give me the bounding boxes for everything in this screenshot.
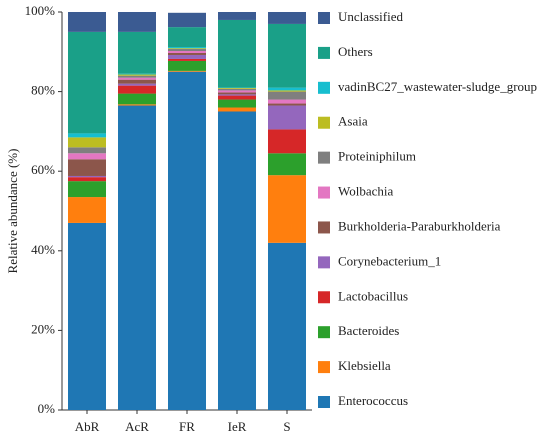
legend-swatch — [318, 116, 330, 129]
legend-swatch — [318, 396, 330, 408]
y-tick-label: 100% — [25, 3, 56, 18]
bar-segment — [168, 70, 206, 72]
bar-segment — [118, 79, 156, 84]
bar-segment — [168, 71, 206, 410]
bar-segment — [168, 47, 206, 49]
legend-label: Klebsiella — [338, 358, 391, 373]
bar-segment — [68, 153, 106, 160]
y-tick-label: 20% — [31, 321, 55, 336]
bar-segment — [218, 12, 256, 20]
legend-swatch — [318, 291, 330, 304]
bar-segment — [68, 181, 106, 198]
bar-segment — [168, 49, 206, 52]
legend-swatch — [318, 326, 330, 339]
bar-segment — [118, 73, 156, 75]
legend-label: Asaia — [338, 114, 368, 129]
legend-label: Unclassified — [338, 9, 403, 24]
bar-segment — [268, 153, 306, 176]
legend-label: Lactobacillus — [338, 288, 408, 303]
bar-segment — [268, 23, 306, 88]
bar-segment — [268, 99, 306, 104]
bar-segment — [218, 92, 256, 95]
bar-segment — [268, 129, 306, 154]
bar-segment — [218, 88, 256, 89]
bar-segment — [218, 111, 256, 410]
y-tick-label: 80% — [31, 83, 55, 98]
y-axis-label: Relative abundance (%) — [5, 149, 20, 274]
legend-label: Proteiniphilum — [338, 149, 416, 164]
legend-label: Others — [338, 44, 373, 59]
bar-segment — [68, 133, 106, 138]
x-tick-label: AcR — [125, 419, 149, 434]
bar-segment — [168, 60, 206, 71]
bar-segment — [168, 52, 206, 55]
bar-segment — [118, 105, 156, 410]
bar-segment — [118, 75, 156, 78]
bar-segment — [168, 51, 206, 53]
bar-segment — [118, 74, 156, 76]
bar-segment — [268, 175, 306, 243]
bar-segment — [118, 12, 156, 32]
y-tick-label: 0% — [38, 401, 56, 416]
bar-segment — [168, 12, 206, 28]
bar-segment — [218, 94, 256, 96]
bar-segment — [118, 31, 156, 74]
bar-segment — [168, 54, 206, 59]
x-tick-label: FR — [179, 419, 195, 434]
bar-segment — [218, 19, 256, 88]
legend-swatch — [318, 81, 330, 94]
bar-segment — [168, 58, 206, 61]
x-tick-label: AbR — [75, 419, 100, 434]
bar-segment — [268, 90, 306, 92]
legend-label: vadinBC27_wastewater-sludge_group — [338, 79, 537, 94]
bar-segment — [218, 88, 256, 91]
legend-swatch — [318, 151, 330, 164]
bar-segment — [68, 147, 106, 154]
bar-segment — [268, 242, 306, 410]
bar-segment — [118, 104, 156, 106]
y-tick-label: 60% — [31, 162, 55, 177]
bar-segment — [218, 90, 256, 93]
bar-segment — [68, 12, 106, 32]
legend-swatch — [318, 256, 330, 269]
bar-segment — [218, 107, 256, 112]
bar-segment — [68, 222, 106, 410]
legend-label: Enterococcus — [338, 393, 408, 408]
legend-swatch — [318, 12, 330, 24]
legend-swatch — [318, 186, 330, 199]
x-tick-label: IeR — [228, 419, 247, 434]
bar-segment — [168, 27, 206, 48]
bar-segment — [268, 103, 306, 106]
legend-label: Burkholderia-Paraburkholderia — [338, 218, 501, 233]
bar-segment — [68, 177, 106, 182]
legend-label: Bacteroides — [338, 323, 399, 338]
bar-segment — [168, 48, 206, 50]
bar-segment — [218, 99, 256, 108]
legend-label: Corynebacterium_1 — [338, 253, 441, 268]
bar-segment — [268, 87, 306, 91]
bar-segment — [68, 197, 106, 223]
bar-segment — [68, 159, 106, 176]
bar-segment — [268, 105, 306, 130]
bar-segment — [268, 91, 306, 100]
legend-swatch — [318, 361, 330, 374]
legend-label: Wolbachia — [338, 184, 393, 199]
bar-segment — [68, 137, 106, 148]
legend-swatch — [318, 221, 330, 234]
bar-segment — [218, 95, 256, 100]
bar-segment — [118, 85, 156, 94]
x-tick-label: S — [283, 419, 290, 434]
legend-swatch — [318, 46, 330, 59]
bar-segment — [118, 93, 156, 105]
bar-segment — [118, 77, 156, 80]
bar-segment — [118, 83, 156, 86]
y-tick-label: 40% — [31, 242, 55, 257]
bar-segment — [268, 12, 306, 24]
bar-segment — [68, 175, 106, 178]
bar-segment — [68, 31, 106, 134]
